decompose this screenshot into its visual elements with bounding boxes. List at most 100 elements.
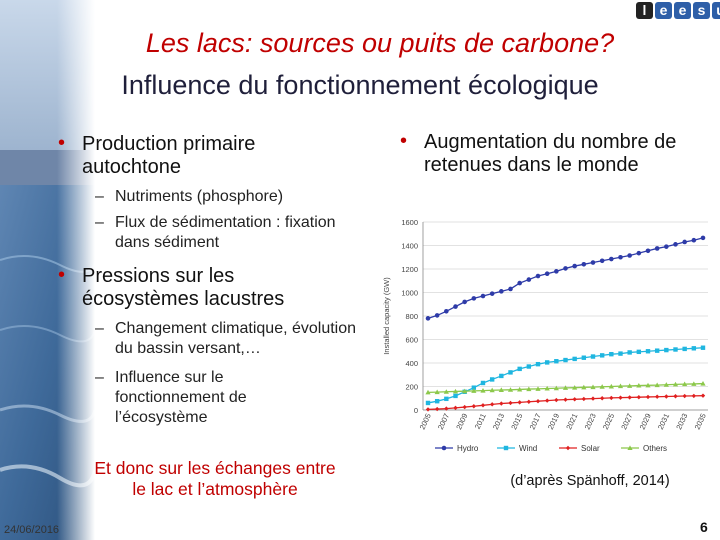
data-point-others — [581, 384, 587, 390]
data-point-solar — [627, 395, 632, 400]
data-point-wind — [425, 400, 431, 406]
data-point-wind — [581, 355, 587, 360]
data-point-solar — [700, 393, 706, 398]
data-point-others — [498, 387, 504, 393]
data-point-others — [544, 385, 550, 391]
data-point-others — [443, 389, 449, 394]
data-point-hydro — [700, 235, 706, 241]
data-point-hydro — [544, 271, 550, 276]
data-point-others — [434, 389, 440, 395]
data-point-others — [627, 383, 633, 388]
data-point-others — [654, 382, 660, 388]
data-point-wind — [471, 385, 477, 390]
data-point-others — [636, 382, 642, 388]
data-point-solar — [636, 394, 642, 400]
data-point-solar — [462, 404, 467, 410]
data-point-solar — [590, 396, 596, 401]
x-tick-label: 2005 — [418, 412, 433, 431]
data-point-wind — [535, 361, 541, 367]
data-point-hydro — [609, 256, 614, 262]
data-point-hydro — [526, 277, 532, 282]
data-point-others — [452, 388, 459, 394]
sub-bullet-influence: – Influence sur le fonctionnement de l’é… — [95, 368, 315, 428]
x-tick-label: 2025 — [601, 412, 616, 431]
data-point-solar — [517, 400, 522, 405]
sub-bullet-text: Nutriments (phosphore) — [115, 188, 284, 205]
y-tick-label: 400 — [405, 359, 418, 368]
data-point-others — [526, 386, 532, 392]
data-point-others — [645, 382, 651, 388]
data-point-solar — [544, 398, 550, 403]
slide-subtitle: Influence du fonctionnement écologique — [121, 70, 599, 100]
data-point-hydro — [654, 246, 660, 251]
data-point-wind — [526, 364, 532, 369]
data-point-hydro — [664, 244, 669, 249]
data-point-wind — [654, 348, 660, 353]
data-point-hydro — [682, 239, 687, 245]
data-point-solar — [682, 393, 687, 399]
data-point-others — [507, 387, 514, 392]
data-point-wind — [508, 370, 513, 375]
bullet-text: Augmentation du nombre de retenues dans … — [424, 131, 677, 176]
y-tick-label: 600 — [405, 336, 418, 345]
data-point-hydro — [489, 291, 495, 296]
data-point-solar — [599, 396, 605, 401]
data-point-others — [572, 385, 578, 390]
data-point-solar — [508, 400, 513, 406]
bullet-dot: • — [400, 130, 408, 152]
data-point-wind — [499, 373, 504, 379]
x-tick-label: 2013 — [491, 412, 506, 431]
data-point-wind — [480, 380, 486, 386]
data-point-solar — [434, 406, 440, 412]
slide-date: 24/06/2016 — [4, 524, 60, 536]
sub-bullet-text: Influence sur le fonctionnement de l’éco… — [115, 369, 247, 426]
data-point-hydro — [618, 254, 623, 260]
data-point-wind — [489, 377, 495, 382]
background-lake-photo — [0, 0, 95, 540]
data-point-hydro — [627, 253, 632, 258]
data-point-wind — [572, 356, 577, 362]
data-point-hydro — [673, 242, 678, 247]
source-citation: (d’après Spänhoff, 2014) — [510, 473, 670, 489]
x-tick-label: 2033 — [674, 412, 689, 431]
data-point-solar — [554, 397, 559, 403]
data-point-hydro — [508, 286, 513, 292]
x-tick-label: 2029 — [638, 412, 653, 431]
sub-bullet-dash: – — [95, 320, 104, 337]
data-point-solar — [563, 397, 568, 402]
sub-bullet-text: Flux de sédimentation : fixation dans sé… — [115, 214, 336, 251]
data-point-others — [672, 381, 679, 387]
data-point-solar — [480, 403, 486, 408]
data-point-wind — [636, 349, 642, 355]
data-point-hydro — [462, 299, 467, 305]
data-point-hydro — [517, 280, 522, 286]
sub-bullet-sedimentation: – Flux de sédimentation : fixation dans … — [95, 213, 345, 253]
slide-title: Les lacs: sources ou puits de carbone? — [145, 28, 615, 58]
y-tick-label: 800 — [405, 312, 418, 321]
legend-label-hydro: Hydro — [457, 444, 479, 453]
data-point-solar — [453, 405, 458, 411]
page-number: 6 — [700, 519, 708, 535]
data-point-hydro — [645, 248, 651, 254]
data-point-others — [590, 384, 596, 390]
data-point-hydro — [554, 269, 559, 274]
data-point-others — [700, 380, 706, 386]
data-point-others — [599, 384, 605, 389]
data-point-hydro — [434, 313, 440, 318]
bullet-dot: • — [58, 132, 66, 154]
x-tick-label: 2035 — [693, 412, 708, 431]
data-point-wind — [517, 366, 522, 372]
y-tick-label: 1200 — [401, 265, 418, 274]
data-point-hydro — [563, 266, 568, 271]
legend-marker-others — [627, 445, 633, 450]
logo-letter: e — [674, 2, 691, 19]
data-point-hydro — [471, 296, 477, 301]
bullet-production-primaire: • Production primaire autochtone — [58, 132, 352, 179]
data-point-solar — [664, 394, 669, 399]
conclusion-text: Et donc sur les échanges entre le lac et… — [94, 458, 336, 499]
legend-marker-solar — [565, 445, 571, 451]
legend-marker-wind — [503, 445, 509, 451]
series-line-wind — [427, 347, 704, 404]
y-tick-label: 0 — [414, 406, 418, 415]
data-point-wind — [434, 398, 440, 404]
